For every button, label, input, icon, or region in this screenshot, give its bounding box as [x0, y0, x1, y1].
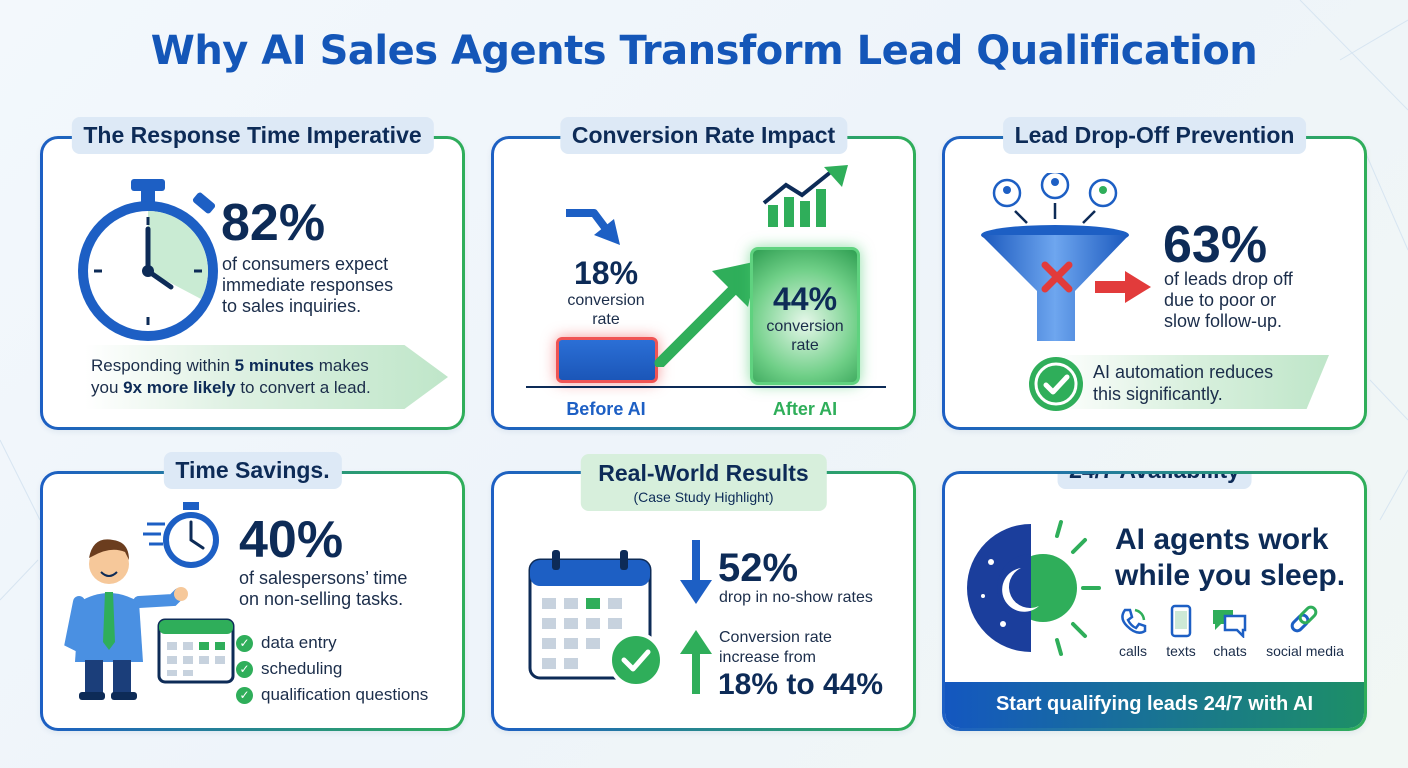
- task-label: data entry: [261, 633, 337, 652]
- salesperson-icon: [64, 502, 235, 700]
- dropoff-heading: Lead Drop-Off Prevention: [1002, 117, 1307, 154]
- conversion-increase-stat: 18% to 44%: [718, 668, 884, 701]
- baseline-axis: [526, 386, 886, 388]
- response-time-desc-line: of consumers expect: [222, 254, 389, 274]
- funnel-icon: [981, 173, 1151, 341]
- channel-label: texts: [1166, 643, 1196, 659]
- results-heading-text: Real-World Results: [598, 460, 809, 486]
- before-desc: conversion: [567, 292, 645, 309]
- chat-icon: [1213, 610, 1247, 638]
- after-value: 44%: [772, 281, 838, 317]
- response-time-stat: 82%: [221, 194, 326, 252]
- dropoff-desc-line: slow follow-up.: [1164, 311, 1283, 331]
- phone-icon: [1121, 608, 1147, 634]
- growth-arrow-icon: [654, 261, 758, 367]
- task-item: ✓ scheduling: [236, 656, 428, 682]
- conversion-increase-desc: increase from: [719, 649, 816, 666]
- before-bar: [556, 337, 658, 383]
- response-time-heading: The Response Time Imperative: [71, 117, 434, 154]
- dropoff-stat: 63%: [1163, 216, 1268, 274]
- after-bar: [750, 247, 860, 385]
- dropoff-desc-line: of leads drop off: [1164, 269, 1293, 289]
- link-icon: [1290, 605, 1318, 633]
- dropoff-card: Lead Drop-Off Prevention 63% of leads dr…: [942, 117, 1367, 430]
- before-desc: rate: [592, 311, 620, 328]
- stopwatch-icon: [78, 179, 218, 341]
- task-label: scheduling: [261, 659, 343, 678]
- check-icon: ✓: [236, 634, 253, 652]
- down-arrow-icon: [680, 540, 712, 604]
- task-item: ✓ qualification questions: [236, 682, 428, 708]
- availability-headline: while you sleep.: [1115, 559, 1346, 592]
- banner-bold-text: 5 minutes: [234, 356, 315, 375]
- time-savings-heading: Time Savings.: [163, 452, 342, 489]
- down-arrow-icon: [566, 209, 620, 245]
- task-label: qualification questions: [261, 685, 429, 704]
- moon-sun-icon: [967, 520, 1101, 656]
- task-item: ✓ data entry: [236, 630, 428, 656]
- conversion-card: Conversion Rate Impact 18% conversion ra…: [491, 117, 916, 430]
- response-time-card: The Response Time Imperative 82% of cons…: [40, 117, 465, 430]
- up-arrow-icon: [680, 630, 712, 694]
- channel-label: chats: [1213, 643, 1247, 659]
- channel-label: social media: [1266, 643, 1344, 659]
- availability-card: 24/7 Availability AI agents work while y…: [942, 471, 1367, 731]
- time-savings-stat: 40%: [239, 511, 344, 569]
- after-desc: conversion: [766, 318, 844, 335]
- no-show-desc: drop in no-show rates: [719, 589, 873, 606]
- dropoff-banner: AI automation reduces this significantly…: [1049, 355, 1329, 409]
- time-savings-desc-line: of salespersons’ time: [239, 568, 408, 588]
- time-savings-desc-line: on non-selling tasks.: [239, 589, 404, 609]
- time-savings-card: Time Savings. 40% of salespersons’ time …: [40, 452, 465, 731]
- page-title: Why AI Sales Agents Transform Lead Quali…: [150, 28, 1258, 74]
- dropoff-banner-line: this significantly.: [1093, 384, 1223, 404]
- banner-text: Responding within: [91, 356, 235, 375]
- conversion-increase-desc: Conversion rate: [719, 629, 832, 646]
- response-time-desc-line: to sales inquiries.: [222, 296, 362, 316]
- dropoff-banner-line: AI automation reduces: [1093, 362, 1274, 382]
- results-card: Real-World Results (Case Study Highlight…: [491, 454, 916, 731]
- response-time-desc-line: immediate responses: [222, 275, 394, 295]
- availability-headline: AI agents work: [1115, 523, 1329, 556]
- mobile-icon: [1170, 604, 1192, 638]
- channel-label: calls: [1118, 643, 1147, 659]
- before-label: Before AI: [566, 399, 646, 419]
- banner-bold-text: 9x more likely: [123, 378, 236, 397]
- banner-text: you: [91, 378, 124, 397]
- results-subheading: (Case Study Highlight): [633, 489, 774, 505]
- check-circle-icon: [1029, 357, 1083, 411]
- after-desc: rate: [791, 337, 819, 354]
- availability-heading: 24/7 Availability: [1057, 474, 1252, 489]
- calendar-check-icon: [528, 550, 664, 688]
- conversion-heading: Conversion Rate Impact: [559, 117, 848, 154]
- before-value: 18%: [573, 255, 639, 291]
- results-heading: Real-World Results (Case Study Highlight…: [580, 454, 827, 511]
- dropoff-desc-line: due to poor or: [1164, 290, 1277, 310]
- cta-banner[interactable]: Start qualifying leads 24/7 with AI: [945, 682, 1364, 728]
- response-time-banner: Responding within 5 minutes makes you 9x…: [85, 345, 448, 409]
- bar-chart-up-icon: [762, 165, 848, 227]
- banner-text: makes: [314, 356, 369, 375]
- check-icon: ✓: [236, 686, 253, 704]
- no-show-stat: 52%: [718, 546, 799, 590]
- after-label: After AI: [772, 399, 838, 419]
- check-icon: ✓: [236, 660, 253, 678]
- banner-text: to convert a lead.: [235, 378, 371, 397]
